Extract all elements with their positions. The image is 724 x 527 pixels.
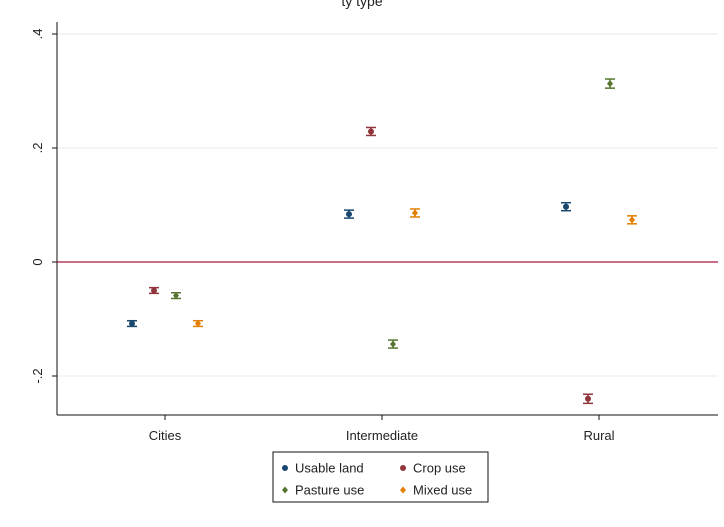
marker-circle xyxy=(129,320,135,327)
point-mixed-use-rural xyxy=(627,215,637,225)
x-tick-label-1: Intermediate xyxy=(346,428,418,443)
marker-diamond xyxy=(390,340,396,348)
point-usable-land-cities xyxy=(127,319,137,328)
chart-title-fragment-text: ty type xyxy=(341,0,382,9)
marker-circle xyxy=(368,128,374,135)
x-tick-label-0: Cities xyxy=(149,428,182,443)
y-tick-label-2: .2 xyxy=(30,143,45,154)
legend-marker-2 xyxy=(282,486,288,494)
marker-diamond xyxy=(412,209,418,217)
x-tick-label-2: Rural xyxy=(583,428,614,443)
marker-diamond xyxy=(173,292,179,300)
marker-diamond xyxy=(195,320,201,328)
point-pasture-use-rural xyxy=(605,78,615,89)
point-pasture-use-cities xyxy=(171,292,181,300)
marker-circle xyxy=(563,203,569,210)
y-tick-label-1: 0 xyxy=(30,258,45,265)
y-tick-label-3: .4 xyxy=(30,29,45,40)
y-tick-label-0: -.2 xyxy=(30,368,45,383)
point-usable-land-intermediate xyxy=(344,209,354,219)
legend-label-1: Crop use xyxy=(413,461,466,476)
data-marks xyxy=(127,78,637,405)
legend-box xyxy=(272,451,489,503)
marker-diamond xyxy=(629,216,635,224)
point-crop-use-intermediate xyxy=(366,126,376,137)
point-usable-land-rural xyxy=(561,201,571,212)
legend-label-0: Usable land xyxy=(295,461,364,476)
axes: -.2 0 .2 .4 Cities Intermediate Rural xyxy=(30,22,718,443)
legend-marker-1 xyxy=(400,465,406,471)
marker-circle xyxy=(346,211,352,218)
legend: Usable land Crop use Pasture use Mixed use xyxy=(272,451,489,503)
point-pasture-use-intermediate xyxy=(388,339,398,349)
point-crop-use-cities xyxy=(149,286,159,295)
point-mixed-use-cities xyxy=(193,319,203,328)
gridlines xyxy=(57,33,718,377)
marker-diamond xyxy=(607,80,613,88)
marker-circle xyxy=(151,287,157,294)
marker-circle xyxy=(585,395,591,402)
point-crop-use-rural xyxy=(583,393,593,405)
chart-title-fragment: ty type xyxy=(341,0,382,9)
legend-marker-3 xyxy=(400,486,406,494)
point-mixed-use-intermediate xyxy=(410,208,420,218)
legend-label-2: Pasture use xyxy=(295,483,364,498)
legend-marker-0 xyxy=(282,465,288,471)
legend-label-3: Mixed use xyxy=(413,483,472,498)
